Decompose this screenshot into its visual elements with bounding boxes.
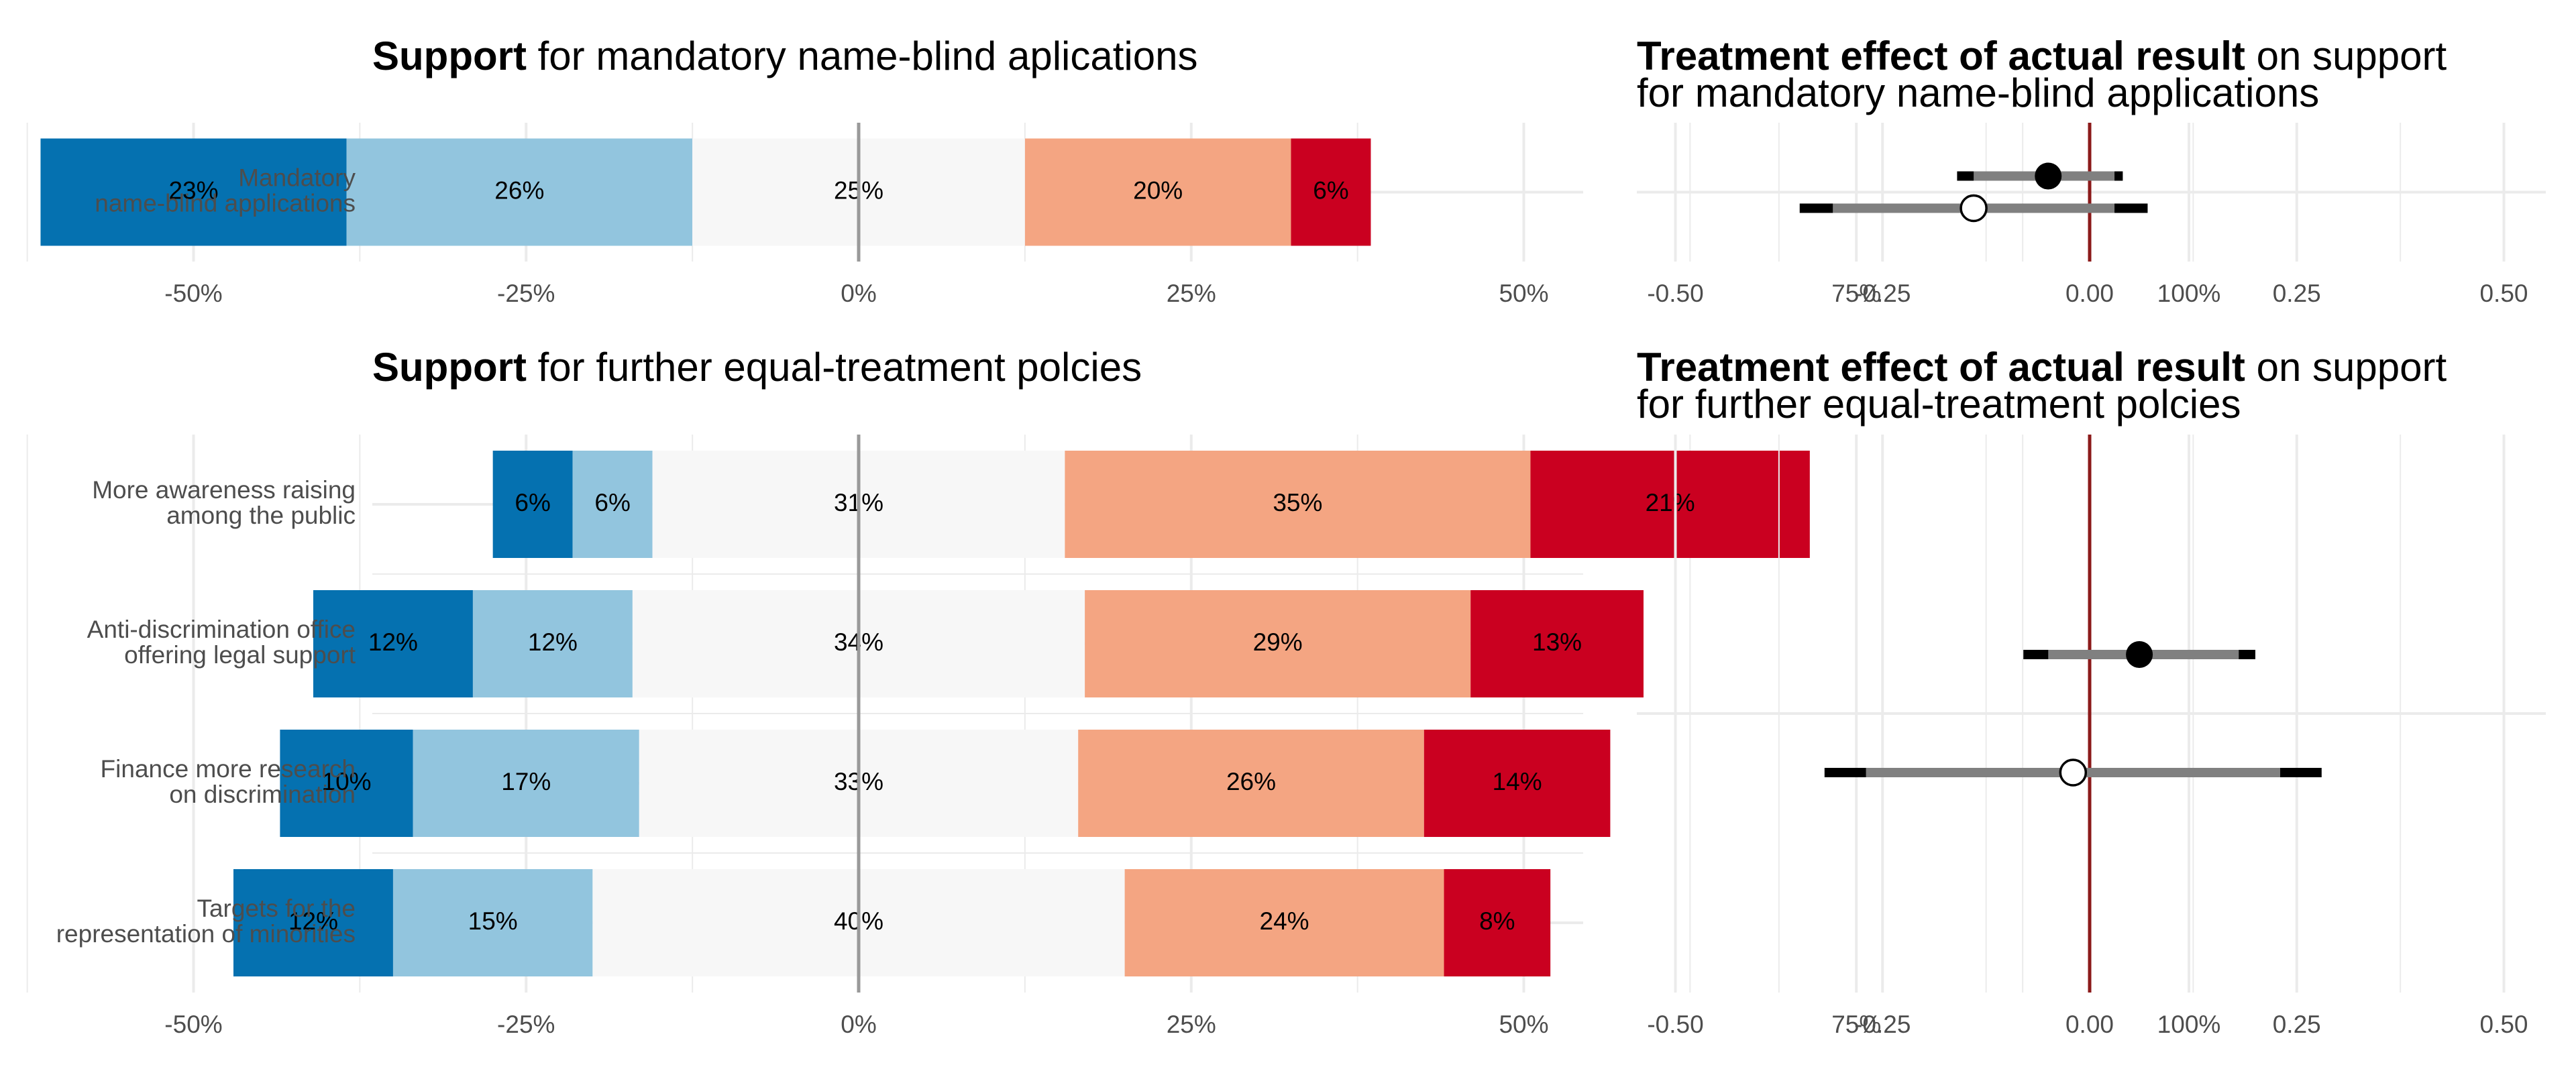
- panel-title-line2: for further equal-treatment polcies: [1637, 382, 2241, 427]
- bar-segment-strong-support: [1291, 138, 1371, 246]
- x-tick-label: -0.25: [1854, 280, 1911, 307]
- estimate-point-filled: [2126, 641, 2153, 668]
- category-label: Finance more research: [101, 755, 356, 783]
- x-tick-label: -0.50: [1647, 1011, 1703, 1038]
- bar-data-label: 35%: [1273, 489, 1322, 516]
- bar-data-label: 6%: [594, 489, 630, 516]
- category-label: Mandatory: [238, 164, 356, 191]
- x-tick-label: -25%: [497, 280, 555, 307]
- bar-data-label: 15%: [468, 907, 518, 935]
- bar-segment-oppose: [346, 138, 693, 246]
- category-label: name-blind applications: [95, 189, 356, 217]
- x-tick-label: 50%: [1499, 280, 1548, 307]
- coef-panel-1: Treatment effect of actual result on sup…: [1637, 34, 2546, 307]
- bar-data-label: 29%: [1253, 628, 1303, 656]
- bar-segment-strong-support: [1424, 730, 1611, 837]
- panel-title-rest: for mandatory name-blind aplications: [527, 34, 1198, 78]
- bar-segment-support: [1085, 590, 1471, 697]
- bar-segment-strong-oppose: [492, 451, 573, 558]
- x-tick-label: 75%: [1831, 280, 1881, 307]
- bar-segment-support: [1024, 138, 1291, 246]
- x-tick-label: 25%: [1167, 280, 1216, 307]
- bar-data-label: 6%: [515, 489, 550, 516]
- x-tick-label: 0.00: [2065, 280, 2114, 307]
- x-tick-label: 0.25: [2273, 280, 2321, 307]
- bar-segment-strong-oppose: [233, 869, 393, 976]
- panel-title: Treatment effect of actual result on sup…: [1637, 345, 2447, 390]
- bar-segment-support: [1078, 730, 1424, 837]
- bar-data-label: 12%: [528, 628, 578, 656]
- x-tick-label: 0.25: [2273, 1011, 2321, 1038]
- x-tick-label: -50%: [164, 1011, 222, 1038]
- panel-title-bold: Support: [372, 345, 527, 390]
- x-tick-label: 50%: [1499, 1011, 1548, 1038]
- x-tick-label: -0.25: [1854, 1011, 1911, 1038]
- bar-data-label: 17%: [501, 768, 551, 795]
- bar-data-label: 26%: [1226, 768, 1276, 795]
- bar-data-label: 23%: [168, 176, 218, 204]
- panel-title: Support for mandatory name-blind aplicat…: [372, 34, 1197, 78]
- bar-segment-strong-oppose: [40, 138, 347, 246]
- bar-segment-strong-oppose: [313, 590, 473, 697]
- bar-data-label: 12%: [368, 628, 418, 656]
- category-label: among the public: [166, 502, 356, 529]
- likert-panel-2: Support for further equal-treatment polc…: [26, 345, 2221, 1038]
- estimate-point-open: [2059, 758, 2088, 787]
- coef-panel-3: Treatment effect of actual result on sup…: [1637, 345, 2546, 1038]
- bar-segment-oppose: [392, 869, 593, 976]
- category-label: More awareness raising: [92, 476, 356, 504]
- bar-segment-support: [1065, 451, 1531, 558]
- bar-segment-strong-support: [1470, 590, 1644, 697]
- bar-data-label: 14%: [1493, 768, 1542, 795]
- x-tick-label: -50%: [164, 280, 222, 307]
- panel-title-bold: Treatment effect of actual result: [1637, 345, 2245, 390]
- bar-segment-oppose: [472, 590, 633, 697]
- bar-segment-strong-support: [1444, 869, 1551, 976]
- x-tick-label: 0.50: [2479, 1011, 2528, 1038]
- bar-data-label: 12%: [288, 907, 338, 935]
- panel-title-bold: Support: [372, 34, 527, 78]
- estimate-point-open: [1960, 194, 1988, 223]
- category-label: Targets for the: [197, 895, 356, 922]
- bar-data-label: 26%: [494, 176, 544, 204]
- x-tick-label: -0.50: [1647, 280, 1703, 307]
- x-tick-label: 75%: [1831, 1011, 1881, 1038]
- category-label: offering legal support: [124, 641, 356, 669]
- bar-segment-strong-oppose: [280, 730, 413, 837]
- bar-data-label: 24%: [1260, 907, 1309, 935]
- panel-title-rest: for further equal-treatment polcies: [527, 345, 1142, 390]
- panel-title: Treatment effect of actual result on sup…: [1637, 34, 2447, 78]
- bar-data-label: 8%: [1479, 907, 1515, 935]
- x-tick-label: 0.50: [2479, 280, 2528, 307]
- panel-title-bold: Treatment effect of actual result: [1637, 34, 2245, 78]
- bar-data-label: 13%: [1532, 628, 1582, 656]
- x-tick-label: 25%: [1167, 1011, 1216, 1038]
- bar-segment-oppose: [572, 451, 653, 558]
- category-label: representation of minorities: [56, 920, 356, 948]
- x-tick-label: 100%: [2157, 1011, 2221, 1038]
- panel-title-rest: on support: [2245, 345, 2447, 390]
- panel-title: Support for further equal-treatment polc…: [372, 345, 1142, 390]
- bar-data-label: 6%: [1313, 176, 1348, 204]
- likert-panel-0: Support for mandatory name-blind aplicat…: [26, 34, 2221, 307]
- category-label: on discrimination: [169, 781, 356, 808]
- bar-data-label: 21%: [1646, 489, 1695, 516]
- x-tick-label: 100%: [2157, 280, 2221, 307]
- bar-segment-strong-support: [1530, 451, 1810, 558]
- estimate-point-filled: [2035, 162, 2062, 190]
- bar-segment-oppose: [413, 730, 639, 837]
- bar-data-label: 10%: [322, 768, 372, 795]
- x-tick-label: 0%: [841, 280, 876, 307]
- x-tick-label: -25%: [497, 1011, 555, 1038]
- panel-title-rest: on support: [2245, 34, 2447, 78]
- bar-data-label: 20%: [1133, 176, 1183, 204]
- x-tick-label: 0%: [841, 1011, 876, 1038]
- category-label: Anti-discrimination office: [87, 616, 356, 643]
- x-tick-label: 0.00: [2065, 1011, 2114, 1038]
- bar-segment-support: [1124, 869, 1444, 976]
- panel-title-line2: for mandatory name-blind applications: [1637, 70, 2319, 115]
